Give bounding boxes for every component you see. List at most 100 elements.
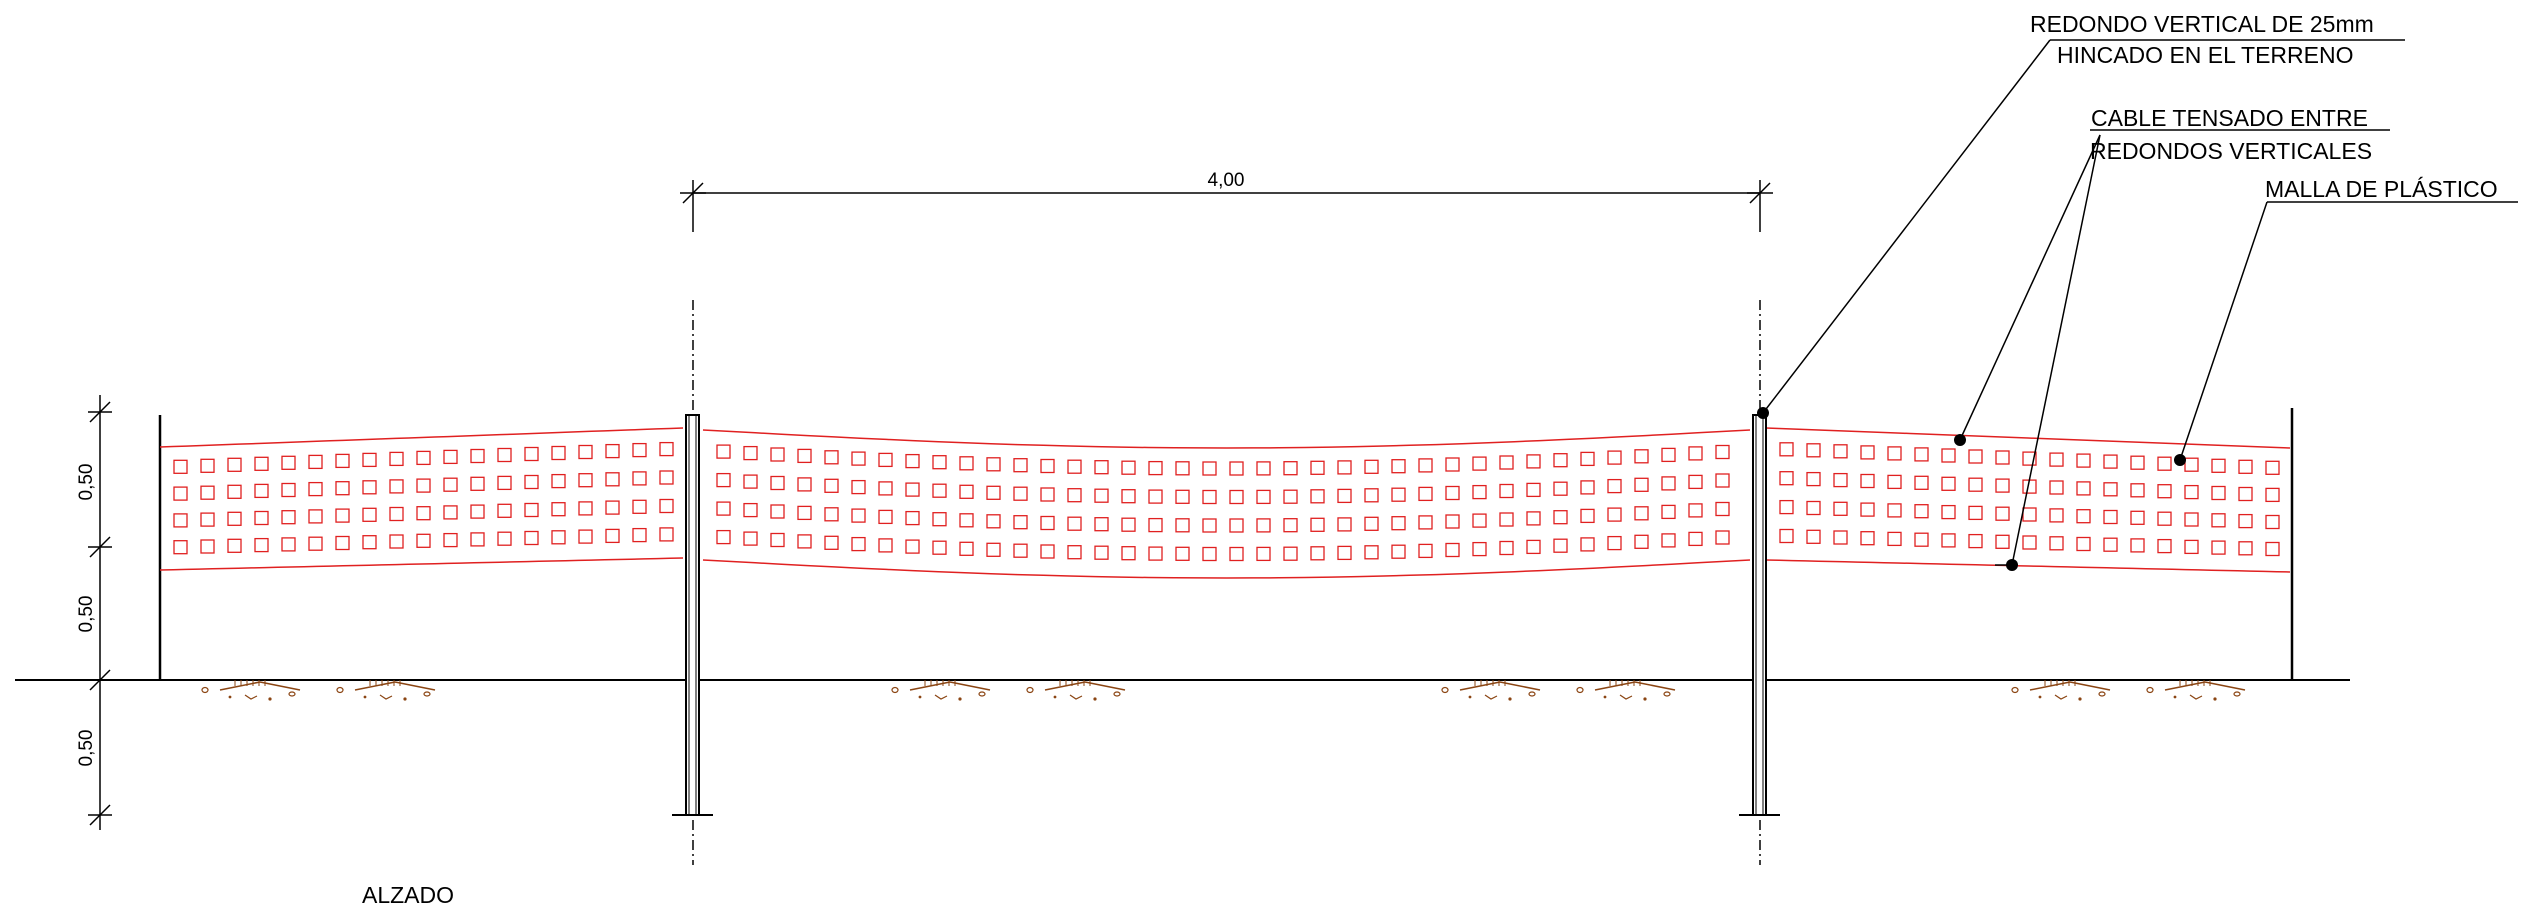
mesh-cell <box>1607 507 1622 522</box>
mesh-cell <box>1445 457 1460 472</box>
mesh-cell <box>878 481 893 496</box>
mesh-cell <box>308 536 323 551</box>
mesh-cell <box>1661 504 1676 520</box>
mesh-cell <box>1715 473 1730 488</box>
mesh-cell <box>1806 500 1821 516</box>
span-dimension: 4,00 <box>680 170 1773 232</box>
mesh-cell <box>1860 531 1875 546</box>
mesh-cell <box>932 540 947 555</box>
mesh-cell <box>1688 446 1703 461</box>
mesh-cell <box>1526 539 1541 555</box>
mesh-cell <box>173 459 188 474</box>
mesh-cell <box>770 475 785 491</box>
soil-mark-group <box>891 680 991 701</box>
mesh-cell <box>1148 517 1163 533</box>
mesh-cell <box>1968 505 1983 521</box>
mesh-cell <box>659 441 674 457</box>
callout-cable-line-2: REDONDOS VERTICALES <box>2090 138 2372 164</box>
mesh-cell <box>1806 529 1821 544</box>
mesh-cell <box>932 512 947 527</box>
mesh-cell <box>1472 456 1487 471</box>
mesh-cell <box>578 529 593 544</box>
mesh-cell <box>335 508 350 523</box>
mesh-cell <box>1580 451 1595 467</box>
mesh-cell <box>1175 546 1190 561</box>
mesh-cell <box>1833 472 1848 488</box>
mesh-cell <box>2049 480 2064 495</box>
mesh-cell <box>1553 453 1568 468</box>
mesh-cell <box>743 531 758 546</box>
mesh-cell <box>2265 514 2280 530</box>
mesh-cell <box>281 537 296 552</box>
mesh-cell <box>1256 461 1271 476</box>
mesh-cell <box>470 504 485 519</box>
mesh-cell <box>1634 477 1649 492</box>
mesh-cell <box>551 502 566 517</box>
mesh-cell <box>851 536 866 552</box>
mesh-cell <box>824 478 839 493</box>
mesh-cell <box>1580 480 1595 495</box>
mesh-cell <box>1553 538 1568 553</box>
mesh-cell <box>2130 483 2145 498</box>
mesh-cell <box>1229 546 1244 562</box>
mesh-cell <box>1013 515 1028 530</box>
mesh-cell <box>659 527 674 542</box>
post-right <box>1739 300 1780 865</box>
mesh-cell <box>632 499 647 514</box>
mesh-cell <box>632 527 647 543</box>
callout-cable-line-1: CABLE TENSADO ENTRE <box>2091 105 2368 131</box>
mesh-cell <box>2211 485 2226 501</box>
mesh-cell <box>227 484 242 499</box>
mesh-cell <box>1445 514 1460 529</box>
mesh-cell <box>905 453 920 469</box>
mesh-cell <box>1553 481 1568 496</box>
mesh-cell <box>254 456 269 471</box>
mesh-cell <box>716 472 731 488</box>
mesh-cell <box>986 542 1001 557</box>
vertical-dimension: 0,50 0,50 0,50 <box>76 395 112 830</box>
mesh-cell <box>389 506 404 522</box>
mesh-cell <box>716 501 731 516</box>
post-left <box>672 300 713 865</box>
mesh-cell <box>959 541 974 556</box>
mesh-cell <box>1175 461 1190 476</box>
callout-post-line-1: REDONDO VERTICAL DE 25mm <box>2030 11 2374 37</box>
soil-mark-group <box>1576 680 1676 701</box>
mesh-cell <box>1040 544 1055 559</box>
mesh-cell <box>362 535 377 550</box>
mesh-cell <box>824 535 839 550</box>
mesh-cell <box>878 538 893 553</box>
mesh-cell <box>1860 502 1875 517</box>
mesh-cell <box>389 451 404 467</box>
mesh-cell <box>1472 541 1487 557</box>
mesh-cell <box>2049 508 2064 523</box>
mesh-cell <box>254 537 269 553</box>
mesh-top-cable <box>702 429 1751 449</box>
mesh-cell <box>905 539 920 554</box>
mesh-cell <box>1310 546 1325 561</box>
mesh-cell <box>308 481 323 497</box>
mesh-cell <box>2076 509 2091 524</box>
mesh-cell <box>308 454 323 470</box>
mesh-cell <box>1283 461 1298 476</box>
mesh-cell <box>2265 487 2280 503</box>
mesh-cell <box>2157 484 2172 499</box>
mesh-cell <box>497 503 512 518</box>
mesh-cell <box>524 474 539 490</box>
mesh-cell <box>797 534 812 549</box>
mesh-cell <box>443 449 458 465</box>
mesh-cell <box>1202 461 1217 476</box>
mesh-cell <box>1941 533 1956 548</box>
mesh-cell <box>797 505 812 521</box>
mesh-cell <box>605 443 620 459</box>
mesh-cell <box>1715 444 1730 460</box>
mesh-cell <box>1887 474 1902 490</box>
mesh-cell <box>2238 459 2253 474</box>
mesh-cell <box>1067 516 1082 531</box>
mesh-cell <box>1283 546 1298 561</box>
mesh-cell <box>1364 488 1379 503</box>
mesh-cell <box>173 486 188 501</box>
mesh-cell <box>1148 460 1163 476</box>
mesh-cell <box>1634 534 1649 549</box>
